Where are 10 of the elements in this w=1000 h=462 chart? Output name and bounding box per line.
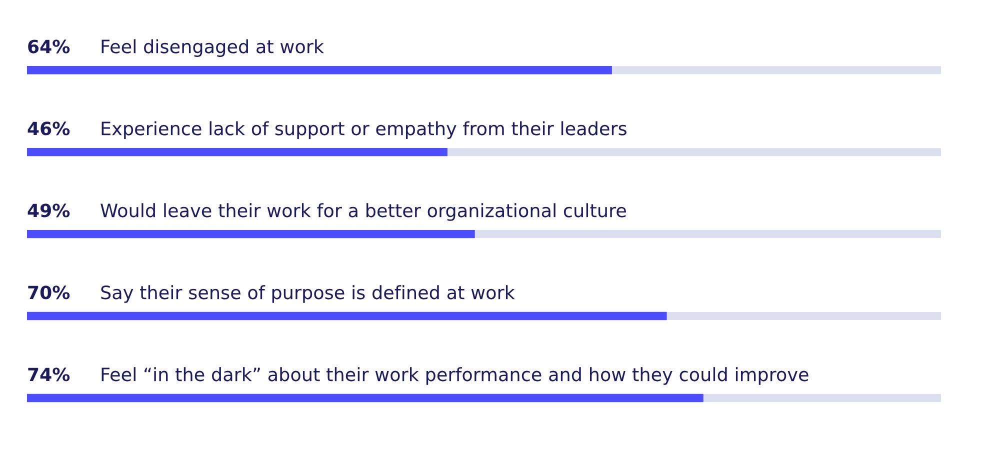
y-tick-label: Experience lack of support or empathy from their leaders [102, 121, 626, 139]
y-tick-label: Say their sense of purpose is defined at work [101, 285, 515, 303]
y-tick-label: Feel disengaged at work [102, 39, 324, 57]
data-label: 70% [28, 286, 70, 300]
y-tick-label: Feel “in the dark” about their work performance and how they could improve [102, 367, 808, 385]
data-label: 49% [28, 204, 70, 218]
data-label: 74% [28, 368, 70, 382]
data-label: 64% [28, 40, 70, 54]
data-label: 46% [28, 122, 70, 136]
y-tick-label: Would leave their work for a better organizational culture [100, 203, 626, 221]
